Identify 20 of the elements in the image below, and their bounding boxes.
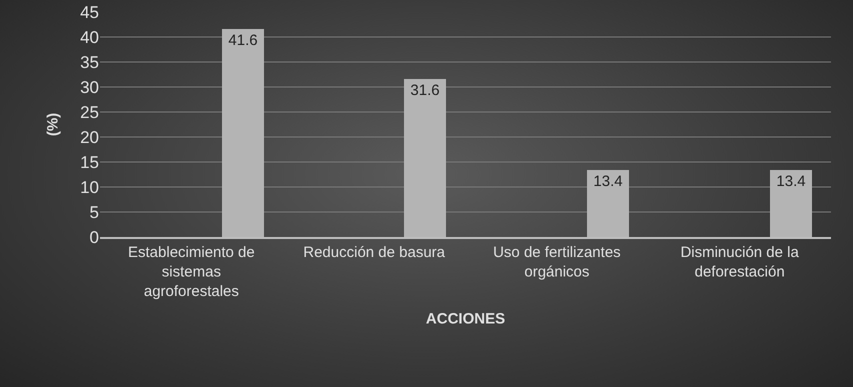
y-tick-label: 40 (80, 28, 99, 47)
data-label: 13.4 (776, 173, 806, 190)
x-tick-label: Disminución de la deforestación (680, 244, 800, 280)
x-tick-label: Reducción de basura (303, 244, 446, 261)
y-tick-label: 30 (80, 78, 99, 97)
data-label: 41.6 (228, 32, 258, 49)
y-tick-label: 15 (80, 152, 99, 172)
x-tick-label: Establecimiento de sistemas agroforestales (128, 244, 255, 300)
y-tick-label: 10 (80, 178, 99, 197)
y-tick-label: 45 (80, 2, 99, 22)
x-tick-label: Uso de fertilizantes orgánicos (493, 244, 621, 280)
y-axis-title: (%) (44, 112, 62, 136)
y-tick-label: 35 (80, 52, 99, 72)
y-tick-label: 0 (90, 228, 99, 247)
data-label: 31.6 (410, 82, 440, 99)
y-tick-label: 5 (90, 202, 99, 222)
data-label: 13.4 (593, 173, 623, 190)
x-axis-title: ACCIONES (426, 310, 506, 328)
y-tick-label: 25 (80, 102, 99, 122)
y-tick-label: 20 (80, 128, 99, 147)
